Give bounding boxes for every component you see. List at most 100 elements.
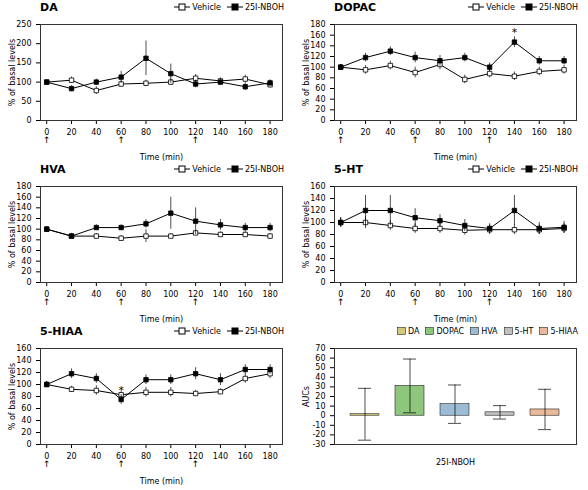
svg-text:↑: ↑	[337, 135, 345, 145]
svg-text:150: 150	[16, 58, 31, 67]
svg-text:20: 20	[21, 267, 31, 276]
svg-text:% of basal levels: % of basal levels	[8, 201, 17, 268]
svg-text:0: 0	[320, 278, 325, 287]
svg-text:80: 80	[435, 290, 445, 299]
svg-text:20: 20	[315, 266, 325, 275]
svg-text:160: 160	[532, 128, 547, 137]
svg-text:120: 120	[16, 368, 31, 377]
svg-text:80: 80	[141, 290, 151, 299]
svg-text:100: 100	[16, 225, 31, 234]
svg-text:0: 0	[320, 411, 325, 420]
svg-text:↑: ↑	[117, 459, 125, 469]
svg-text:200: 200	[16, 39, 31, 48]
svg-text:100: 100	[16, 78, 31, 87]
svg-text:AUCs: AUCs	[302, 386, 311, 407]
svg-text:60: 60	[315, 354, 325, 363]
svg-text:0: 0	[26, 278, 31, 287]
svg-text:160: 160	[16, 344, 31, 353]
svg-text:80: 80	[21, 235, 31, 244]
svg-text:20: 20	[66, 452, 76, 461]
svg-text:80: 80	[141, 128, 151, 137]
svg-text:80: 80	[21, 392, 31, 401]
svg-text:Time (min): Time (min)	[433, 315, 477, 324]
svg-text:140: 140	[16, 356, 31, 365]
svg-text:70: 70	[315, 344, 325, 353]
svg-text:180: 180	[556, 128, 571, 137]
svg-text:% of basal levels: % of basal levels	[302, 39, 311, 106]
svg-text:40: 40	[385, 290, 395, 299]
svg-text:Time (min): Time (min)	[139, 477, 183, 486]
svg-text:*: *	[512, 26, 518, 39]
svg-text:20: 20	[315, 392, 325, 401]
svg-text:140: 140	[213, 452, 228, 461]
svg-text:100: 100	[163, 452, 178, 461]
svg-text:-30: -30	[312, 440, 325, 449]
svg-text:120: 120	[310, 52, 325, 61]
svg-text:↑: ↑	[411, 297, 419, 307]
svg-text:180: 180	[262, 290, 277, 299]
svg-text:80: 80	[315, 230, 325, 239]
svg-text:↑: ↑	[337, 297, 345, 307]
svg-text:80: 80	[435, 128, 445, 137]
svg-text:40: 40	[91, 128, 101, 137]
svg-text:20: 20	[360, 128, 370, 137]
svg-text:60: 60	[21, 404, 31, 413]
svg-text:0: 0	[26, 440, 31, 449]
svg-text:60: 60	[315, 242, 325, 251]
svg-text:-10: -10	[312, 421, 325, 430]
svg-text:100: 100	[457, 290, 472, 299]
svg-text:↑: ↑	[486, 297, 494, 307]
svg-text:140: 140	[507, 128, 522, 137]
svg-text:25I-NBOH: 25I-NBOH	[436, 458, 475, 467]
svg-text:0: 0	[320, 116, 325, 125]
svg-text:160: 160	[238, 290, 253, 299]
svg-text:↑: ↑	[411, 135, 419, 145]
svg-text:100: 100	[16, 380, 31, 389]
svg-text:Time (min): Time (min)	[139, 315, 183, 324]
svg-text:*: *	[118, 384, 124, 397]
svg-text:180: 180	[262, 452, 277, 461]
svg-text:↑: ↑	[117, 135, 125, 145]
svg-text:160: 160	[310, 31, 325, 40]
svg-text:140: 140	[213, 128, 228, 137]
svg-text:40: 40	[91, 452, 101, 461]
svg-text:↑: ↑	[43, 135, 51, 145]
svg-text:140: 140	[310, 41, 325, 50]
svg-text:120: 120	[310, 206, 325, 215]
svg-text:160: 160	[532, 290, 547, 299]
svg-text:140: 140	[213, 290, 228, 299]
svg-text:100: 100	[163, 128, 178, 137]
svg-text:40: 40	[315, 254, 325, 263]
svg-text:180: 180	[262, 128, 277, 137]
svg-text:% of basal levels: % of basal levels	[8, 39, 17, 106]
svg-text:60: 60	[315, 84, 325, 93]
svg-text:0: 0	[26, 116, 31, 125]
svg-text:Time (min): Time (min)	[433, 153, 477, 162]
svg-text:20: 20	[66, 290, 76, 299]
svg-text:100: 100	[457, 128, 472, 137]
svg-text:↑: ↑	[192, 297, 200, 307]
svg-text:60: 60	[21, 246, 31, 255]
svg-text:140: 140	[507, 290, 522, 299]
svg-text:40: 40	[21, 416, 31, 425]
svg-text:250: 250	[16, 20, 31, 29]
svg-text:% of basal levels: % of basal levels	[8, 363, 17, 430]
svg-text:20: 20	[315, 105, 325, 114]
svg-text:-20: -20	[312, 430, 325, 439]
svg-text:↑: ↑	[192, 459, 200, 469]
svg-text:140: 140	[310, 194, 325, 203]
svg-text:40: 40	[21, 257, 31, 266]
svg-text:40: 40	[315, 373, 325, 382]
svg-text:100: 100	[163, 290, 178, 299]
svg-text:↑: ↑	[43, 297, 51, 307]
svg-text:50: 50	[315, 363, 325, 372]
svg-text:160: 160	[238, 128, 253, 137]
svg-text:120: 120	[16, 214, 31, 223]
svg-text:30: 30	[315, 382, 325, 391]
svg-text:40: 40	[91, 290, 101, 299]
svg-text:% of basal levels: % of basal levels	[302, 201, 311, 268]
svg-text:50: 50	[21, 97, 31, 106]
svg-text:160: 160	[310, 182, 325, 191]
svg-text:↑: ↑	[43, 459, 51, 469]
svg-text:↑: ↑	[117, 297, 125, 307]
